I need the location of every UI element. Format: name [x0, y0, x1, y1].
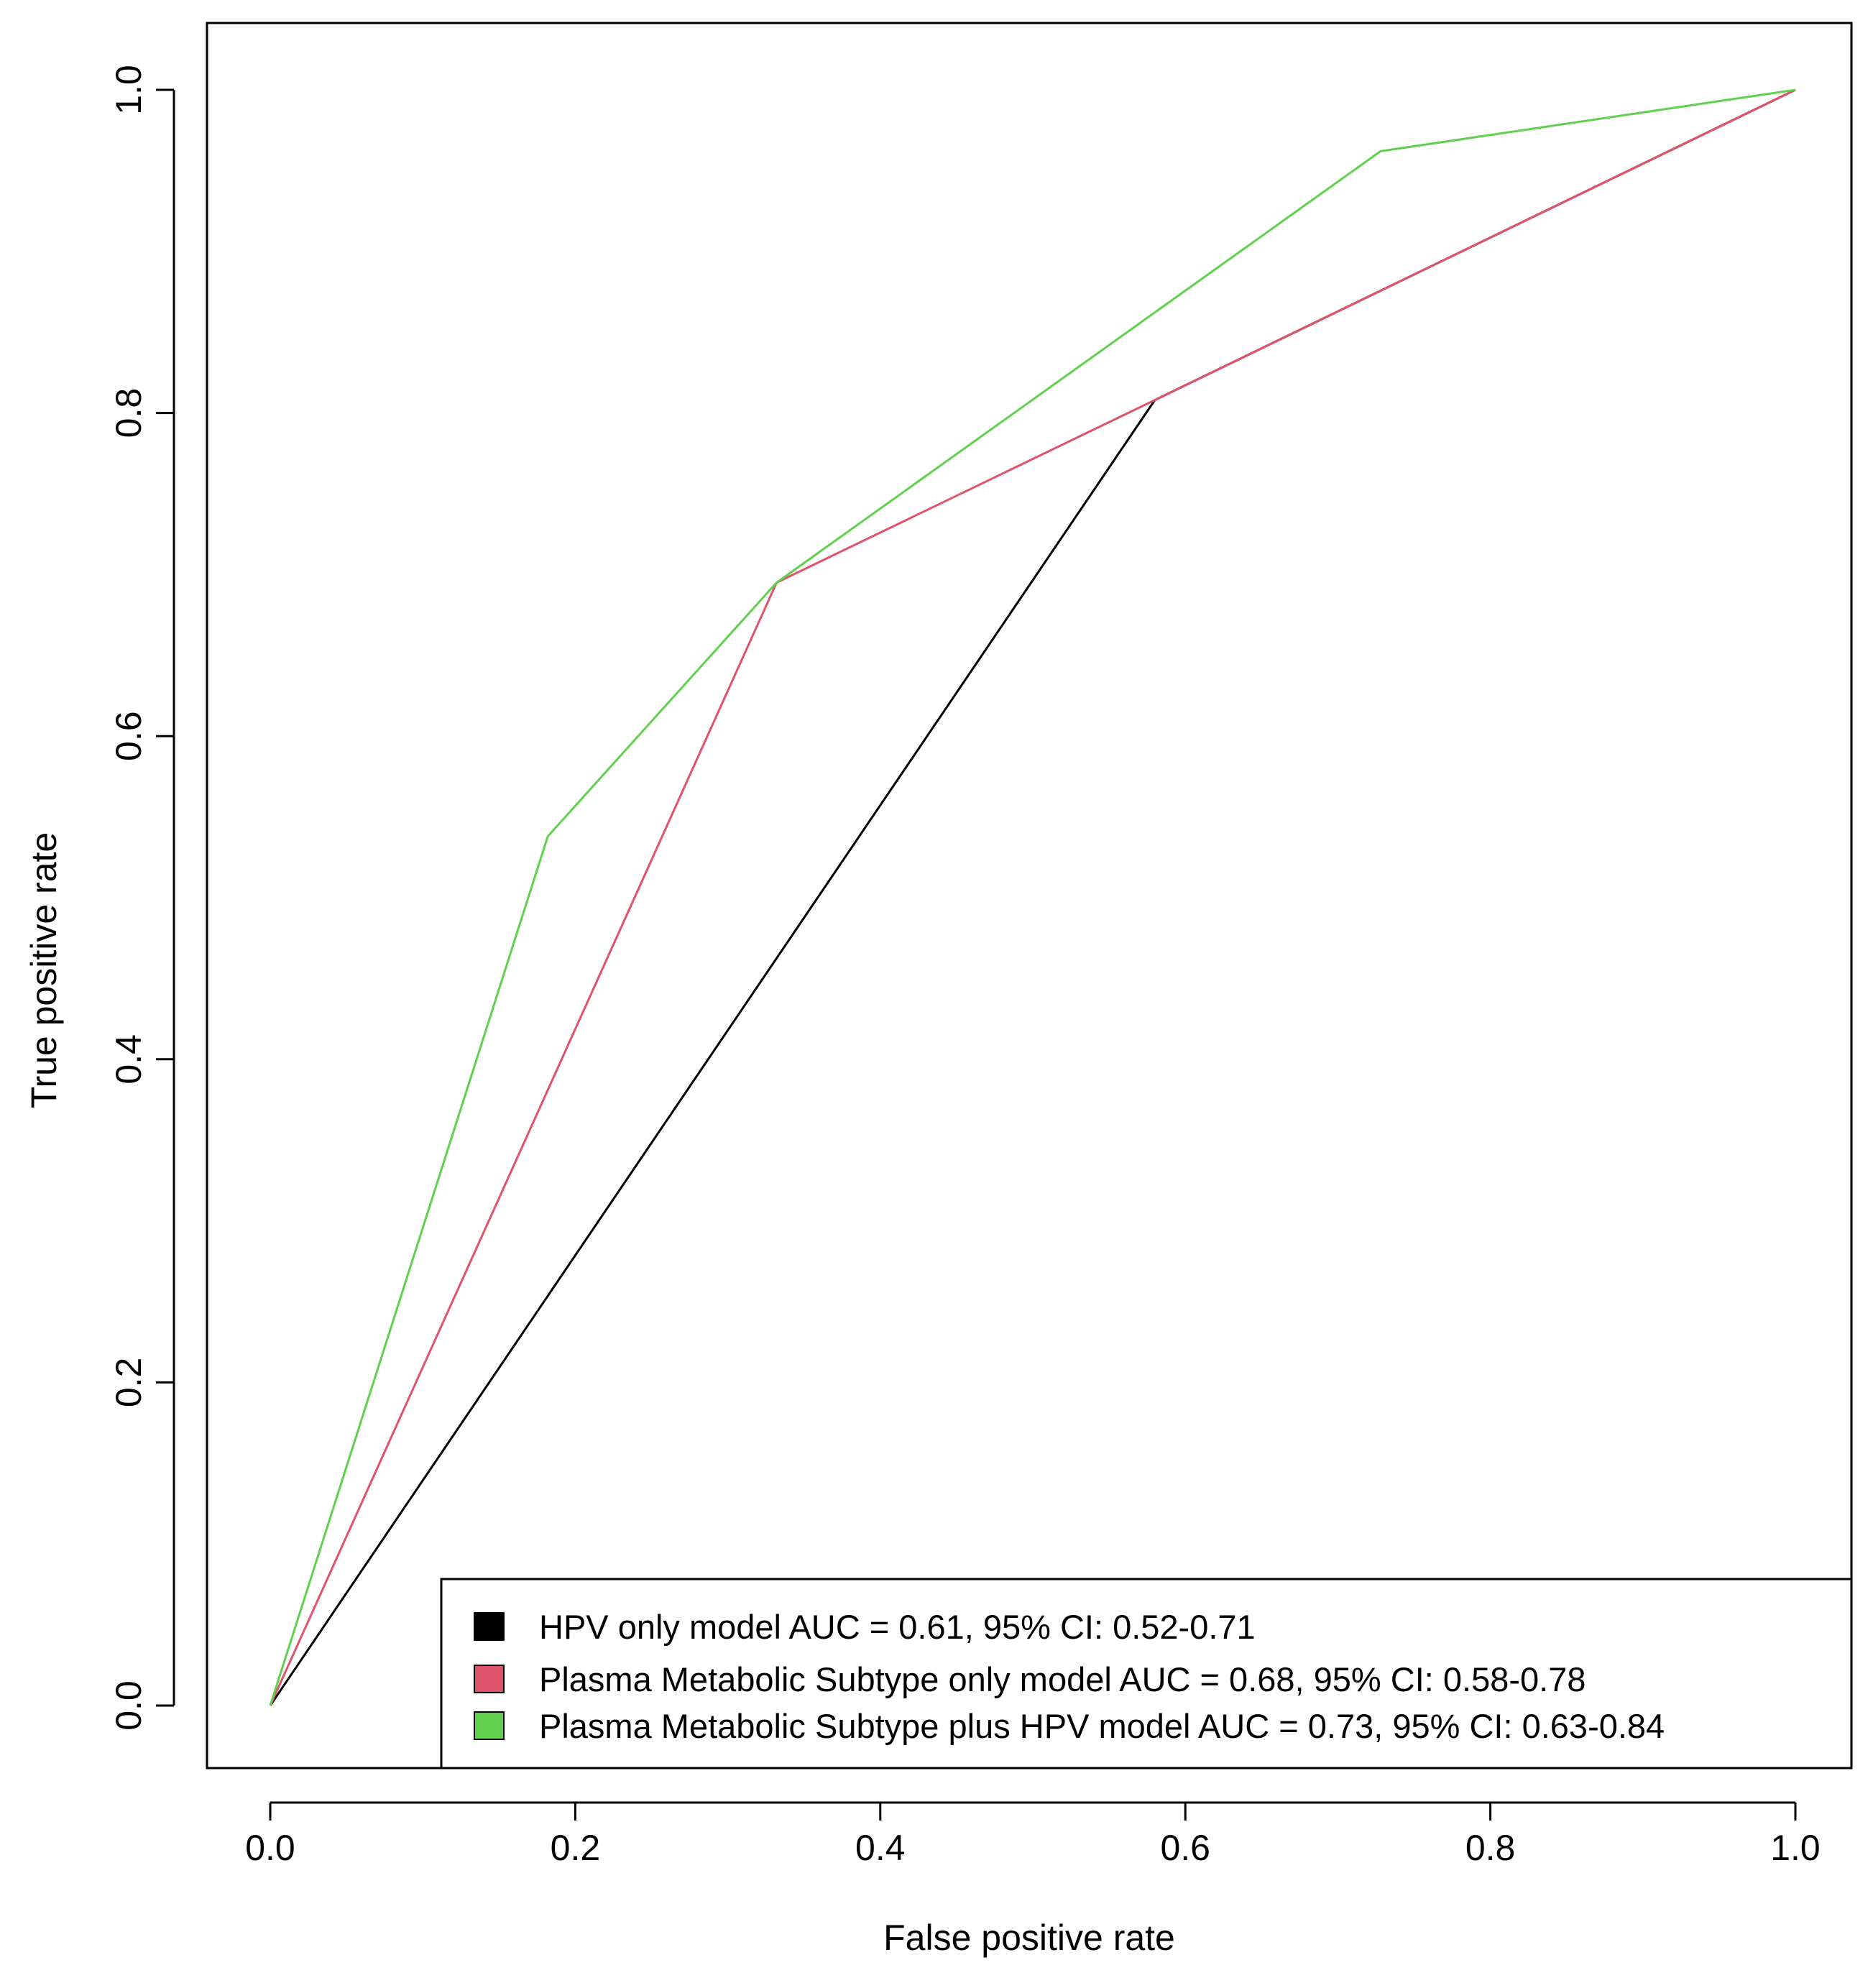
x-tick-label: 0.6 [1160, 1828, 1210, 1868]
series-line-3 [269, 88, 1796, 1706]
legend-label-1: HPV only model AUC = 0.61, 95% CI: 0.52-… [539, 1608, 1256, 1646]
series-lines [269, 88, 1796, 1706]
legend-swatch-3 [474, 1711, 505, 1740]
y-tick-label: 0.2 [109, 1358, 149, 1408]
x-tick-label: 0.8 [1465, 1828, 1516, 1868]
x-axis-title: False positive rate [883, 1918, 1175, 1958]
y-tick-label: 0.6 [109, 711, 149, 761]
y-tick-label: 0.4 [109, 1034, 149, 1085]
y-tick-label: 1.0 [109, 65, 149, 115]
legend-swatch-1 [474, 1612, 505, 1641]
legend-swatch-2 [474, 1665, 505, 1693]
y-axis-title: True positive rate [24, 832, 64, 1108]
x-tick-label: 0.4 [855, 1828, 906, 1868]
legend: HPV only model AUC = 0.61, 95% CI: 0.52-… [440, 1578, 1853, 1770]
legend-box [440, 1578, 1853, 1770]
legend-label-2: Plasma Metabolic Subtype only model AUC … [539, 1660, 1586, 1698]
y-tick-label: 0.8 [109, 388, 149, 438]
x-tick-label: 1.0 [1770, 1828, 1821, 1868]
legend-label-3: Plasma Metabolic Subtype plus HPV model … [539, 1707, 1665, 1745]
axes: 0.0 0.2 0.4 0.6 0.8 1.0 False positive rate 0.0… [24, 65, 1821, 1958]
x-tick-label: 0.2 [551, 1828, 601, 1868]
x-tick-label: 0.0 [245, 1828, 295, 1868]
series-line-2 [269, 88, 1796, 1706]
y-tick-label: 0.0 [109, 1680, 149, 1731]
